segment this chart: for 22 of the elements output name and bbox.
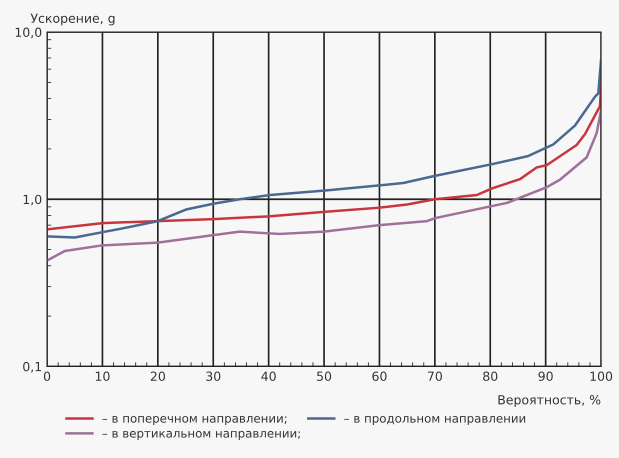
x-tick-label: 100	[590, 371, 612, 381]
x-tick-label: 50	[317, 371, 332, 381]
legend-label: – в поперечном направлении;	[102, 416, 286, 426]
y-axis-title: Ускорение, g	[30, 14, 114, 26]
x-tick-label: 60	[372, 371, 387, 381]
line-series	[47, 86, 602, 231]
x-axis-title: Вероятность, %	[498, 395, 600, 407]
x-tick-label: 40	[261, 371, 276, 381]
x-tick-label: 30	[206, 371, 220, 381]
y-tick-label: 10,0	[16, 28, 42, 38]
x-tick-label: 20	[150, 371, 165, 381]
x-tick-label: 80	[483, 371, 498, 381]
x-tick-label: 0	[44, 371, 50, 381]
x-tick-label: 10	[96, 371, 110, 381]
y-tick-label: 1,0	[24, 194, 42, 206]
legend-label: – в продольном направлении	[344, 416, 526, 426]
line-series	[47, 58, 602, 239]
x-tick-label: 90	[538, 371, 553, 381]
x-tick-label: 70	[428, 371, 442, 381]
legend-label: – в вертикальном направлении;	[102, 430, 300, 440]
line-series	[47, 109, 602, 262]
y-tick-label: 0,1	[23, 362, 42, 373]
